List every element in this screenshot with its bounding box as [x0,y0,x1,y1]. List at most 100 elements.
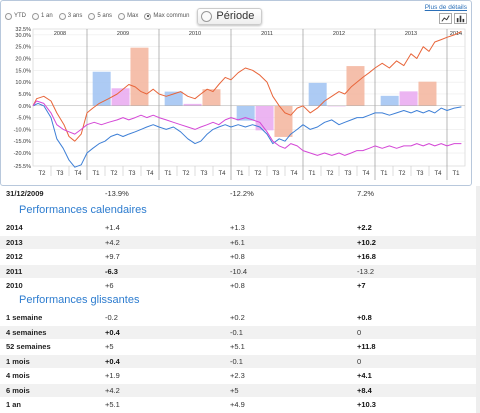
annual-bar [183,103,202,106]
y-tick-label: -10.0% [14,127,32,133]
radio-icon[interactable] [118,12,126,20]
radio-icon[interactable] [88,12,96,20]
quarter-label: T3 [200,171,208,177]
table-cell: 6 mois [6,385,30,395]
quarter-label: T2 [326,171,334,177]
table-cell: 0 [357,356,362,366]
annual-bar [399,91,418,106]
table-cell: 2014 [6,223,23,232]
radio-icon[interactable] [144,12,152,20]
table-cell: +4.1 [357,371,372,380]
period-toolbar: YTD 1 an 3 ans 5 ans Max Max commun Période [5,7,263,25]
periode-label: Période [216,10,255,22]
periode-button[interactable]: Période [197,7,263,25]
quarter-label: T4 [290,171,298,177]
y-tick-label: 20.0% [15,57,31,63]
scrollbar-track[interactable] [476,186,480,413]
year-label: 2010 [189,31,201,37]
table-cell: +1.3 [230,223,245,232]
performance-table: 31/12/2009 -13.9% -12.2% 7.2% Performances c… [0,186,476,413]
table-cell: +0.4 [105,327,120,337]
chart-type-switcher [437,13,467,24]
table-cell: 4 semaines [6,327,47,337]
line-chart-icon[interactable] [439,13,452,24]
table-cell: -13.2 [357,266,375,276]
table-cell: 1 semaine [6,313,43,322]
details-link[interactable]: Plus de détails [424,4,467,11]
quarter-label: T4 [362,171,370,177]
table-row: 1 semaine -0.2 +0.2 +0.8 [0,311,476,324]
annual-bar [92,71,111,106]
table-cell: 2010 [6,281,23,290]
range-option-label: 5 ans [97,13,113,19]
y-tick-label: -20.0% [14,151,32,157]
y-tick-label: 32.5% [15,27,31,33]
radio-icon[interactable] [32,12,39,20]
series-line-blue [32,102,462,168]
bar-chart-icon[interactable] [454,13,467,24]
quarter-label: T2 [254,171,262,177]
table-cell: +0.2 [230,313,245,322]
y-tick-label: 30.0% [15,33,31,39]
table-row: 4 semaines +0.4 -0.1 0 [0,325,476,339]
year-label: 2011 [261,31,273,37]
range-option-label: YTD [14,13,26,19]
table-cell: +2.3 [230,371,245,380]
y-tick-label: 10.0% [15,80,31,86]
performance-chart: 32.5%30.0% 25.0% 20.0% 15.0% 10.0% 5.0% 0.0% -5… [14,27,466,180]
range-option-5[interactable]: Max commun [144,12,190,20]
radio-icon[interactable] [58,12,66,20]
year-label: 2008 [54,31,66,37]
section-title-calendaires: Performances calendaires [19,204,147,216]
table-cell: +9.7 [105,252,120,261]
table-cell: +10.3 [357,400,376,409]
quarter-label: T1 [164,171,172,177]
range-option-label: Max commun [153,13,190,19]
table-cell: +5 [230,385,239,395]
quarter-label: T3 [416,171,424,177]
table-cell: 1 mois [6,356,30,366]
quarter-label: T4 [74,171,82,177]
range-option-1[interactable]: 1 an [32,12,53,20]
table-cell: -13.9% [105,189,129,198]
table-cell: -0.2 [105,313,118,322]
range-option-2[interactable]: 3 ans [58,12,83,20]
table-cell: 4 mois [6,371,30,380]
radio-icon[interactable] [5,12,12,20]
y-tick-label: 0.0% [18,104,31,110]
table-cell: +8.4 [357,385,372,395]
table-cell: +5 [105,342,114,351]
table-row: 1 an +5.1 +4.9 +10.3 [0,398,476,411]
table-cell: -0.1 [230,356,243,366]
y-tick-label: 15.0% [15,68,31,74]
table-cell: -6.3 [105,266,118,276]
quarter-label: T4 [218,171,226,177]
table-cell: 31/12/2009 [6,189,44,198]
table-cell: +6 [105,281,114,290]
quarter-label: T2 [398,171,406,177]
range-option-4[interactable]: Max [118,12,138,20]
quarter-label: T1 [380,171,388,177]
table-cell: +10.2 [357,237,376,247]
table-cell: +4.9 [230,400,245,409]
table-cell: -10.4 [230,266,248,276]
annual-bar [111,88,130,106]
table-row: 52 semaines +5 +5.1 +11.8 [0,340,476,353]
annual-bar [418,81,437,106]
table-cell: 0 [357,327,362,337]
y-tick-label: 5.0% [18,92,31,98]
quarter-label: T3 [272,171,280,177]
y-tick-label: -25.5% [14,164,32,170]
table-row: 2013 +4.2 +6.1 +10.2 [0,235,476,249]
range-option-0[interactable]: YTD [5,12,26,20]
range-option-label: 3 ans [67,13,83,19]
range-option-3[interactable]: 5 ans [88,12,113,20]
annual-bar [308,82,327,106]
table-row: 4 mois +1.9 +2.3 +4.1 [0,369,476,382]
table-cell: 2011 [6,266,23,276]
quarter-label: T3 [344,171,352,177]
radio-icon[interactable] [201,10,213,22]
table-cell: +7 [357,281,366,290]
table-row: 31/12/2009 -13.9% -12.2% 7.2% [0,187,476,200]
y-tick-label: -5.0% [17,116,31,122]
